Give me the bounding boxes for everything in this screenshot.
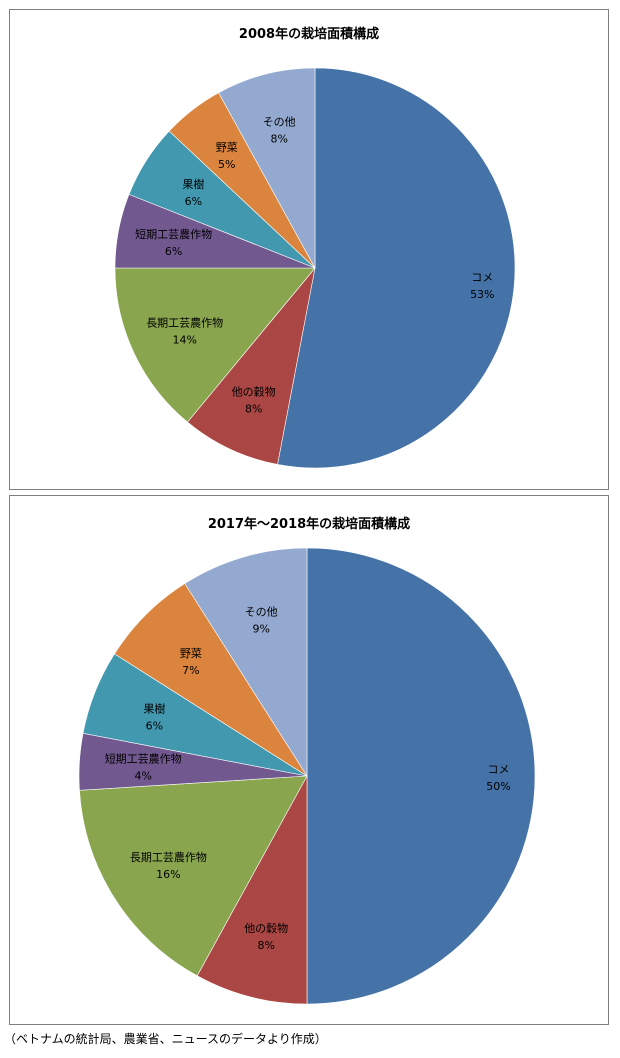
pie-slice-7 bbox=[218, 67, 316, 269]
slice-category-label: 長期工芸農作物 bbox=[146, 315, 223, 329]
pie-chart-2017-2018: 2017年～2018年の栽培面積構成 コメ 50% 他の穀物 8% 長期工芸農作物 16%… bbox=[78, 516, 536, 1005]
slice-category-label: 長期工芸農作物 bbox=[130, 850, 207, 864]
slice-value-label: 8% bbox=[245, 402, 262, 415]
slice-value-label: 16% bbox=[156, 868, 180, 881]
pie-slice-2 bbox=[187, 267, 316, 465]
slice-value-label: 5% bbox=[218, 158, 235, 171]
slice-category-label: 他の穀物 bbox=[232, 384, 276, 398]
chart-panel-2017-2018: 2017年～2018年の栽培面積構成 コメ 50% 他の穀物 8% 長期工芸農作物 16%… bbox=[9, 495, 609, 1025]
slice-category-label: コメ bbox=[471, 271, 493, 284]
pie-slice-1 bbox=[277, 67, 516, 469]
slice-category-label: 果樹 bbox=[143, 703, 165, 716]
slice-value-label: 6% bbox=[185, 195, 202, 208]
slice-value-label: 7% bbox=[182, 664, 199, 677]
slice-value-label: 8% bbox=[257, 939, 274, 952]
chart-title: 2017年～2018年の栽培面積構成 bbox=[208, 516, 410, 532]
slice-category-label: 野菜 bbox=[216, 141, 238, 154]
slice-category-label: その他 bbox=[245, 605, 278, 618]
slice-value-label: 6% bbox=[146, 720, 163, 733]
slice-value-label: 53% bbox=[470, 288, 494, 301]
pie-slice-1 bbox=[306, 547, 536, 1005]
slice-value-label: 9% bbox=[252, 622, 269, 635]
slice-value-label: 4% bbox=[134, 770, 151, 783]
slice-value-label: 50% bbox=[486, 780, 510, 793]
pie-slice-2 bbox=[196, 775, 308, 1005]
slice-category-label: コメ bbox=[488, 763, 510, 776]
chart-title: 2008年の栽培面積構成 bbox=[239, 26, 379, 42]
slice-category-label: 短期工芸農作物 bbox=[135, 227, 212, 241]
pie-slice-3 bbox=[114, 267, 316, 423]
slice-category-label: 果樹 bbox=[182, 178, 204, 191]
slice-category-label: 野菜 bbox=[180, 647, 202, 660]
slice-value-label: 14% bbox=[172, 333, 196, 346]
slice-category-label: 他の穀物 bbox=[244, 921, 288, 935]
chart-panel-2008: 2008年の栽培面積構成 コメ 53% 他の穀物 8% 長期工芸農作物 14% 短期工芸農作… bbox=[9, 9, 609, 490]
slice-value-label: 6% bbox=[165, 245, 182, 258]
pie-slice-7 bbox=[184, 547, 308, 778]
slice-category-label: その他 bbox=[263, 116, 296, 129]
slice-value-label: 8% bbox=[270, 133, 287, 146]
pie-slice-3 bbox=[79, 775, 308, 977]
pie-chart-2008: 2008年の栽培面積構成 コメ 53% 他の穀物 8% 長期工芸農作物 14% 短期工芸農作… bbox=[114, 26, 516, 469]
source-footnote: （ベトナムの統計局、農業省、ニュースのデータより作成） bbox=[4, 1032, 327, 1046]
slice-category-label: 短期工芸農作物 bbox=[105, 752, 182, 766]
